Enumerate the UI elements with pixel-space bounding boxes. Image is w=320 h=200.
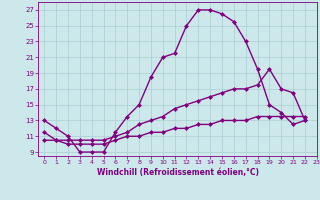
X-axis label: Windchill (Refroidissement éolien,°C): Windchill (Refroidissement éolien,°C) bbox=[97, 168, 259, 177]
